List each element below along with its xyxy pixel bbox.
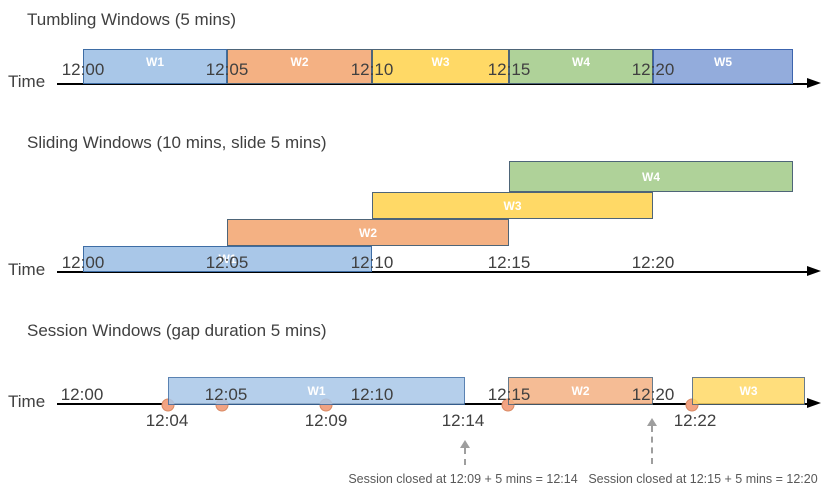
event-time-label: 12:22: [673, 411, 717, 430]
tick-label: 12:20: [631, 253, 675, 272]
window-box-w3: [372, 49, 509, 84]
window-box-w2: [227, 49, 372, 84]
time-axis-line: [57, 271, 808, 273]
time-axis-label: Time: [8, 72, 46, 91]
time-axis-line: [57, 83, 808, 85]
tick-label: 12:05: [204, 385, 248, 404]
event-time-label: 12:04: [145, 411, 189, 430]
event-time-label: 12:14: [441, 411, 485, 430]
session-windows-title: Session Windows (gap duration 5 mins): [27, 321, 327, 340]
window-box-w4: [509, 49, 653, 84]
sliding-windows-title: Sliding Windows (10 mins, slide 5 mins): [27, 133, 327, 152]
tumbling-windows-title: Tumbling Windows (5 mins): [27, 10, 237, 29]
callout-arrow-line: [651, 426, 653, 464]
session-closed-caption: Session closed at 12:09 + 5 mins = 12:14: [348, 472, 578, 486]
tick-label: 12:10: [350, 253, 394, 272]
tick-label: 12:15: [487, 253, 531, 272]
tick-label: 12:10: [350, 385, 394, 404]
window-box-w1: [83, 49, 227, 84]
event-time-label: 12:09: [304, 411, 348, 430]
axis-arrowhead-icon: [807, 78, 821, 88]
session-closed-caption: Session closed at 12:15 + 5 mins = 12:20: [588, 472, 818, 486]
window-box-w2: [508, 377, 653, 405]
callout-arrowhead-icon: [460, 440, 470, 448]
tick-label: 12:05: [205, 60, 249, 79]
window-box-w1: [168, 377, 465, 405]
window-box-w2: [227, 219, 509, 246]
tick-label: 12:00: [60, 385, 104, 404]
tick-label: 12:20: [631, 60, 675, 79]
window-box-w3: [692, 377, 805, 405]
window-box-w5: [653, 49, 793, 84]
window-box-w1: [83, 246, 372, 272]
callout-arrow-line: [464, 448, 466, 465]
window-box-w3: [372, 192, 653, 219]
tick-label: 12:15: [487, 385, 531, 404]
tick-label: 12:00: [61, 60, 105, 79]
tick-label: 12:10: [350, 60, 394, 79]
window-box-w4: [509, 161, 793, 192]
time-axis-label: Time: [8, 260, 46, 279]
callout-arrowhead-icon: [647, 418, 657, 426]
time-axis-label: Time: [8, 392, 46, 411]
tick-label: 12:20: [631, 385, 675, 404]
axis-arrowhead-icon: [807, 266, 821, 276]
tick-label: 12:05: [205, 253, 249, 272]
tick-label: 12:15: [487, 60, 531, 79]
axis-arrowhead-icon: [807, 398, 821, 408]
tick-label: 12:00: [61, 253, 105, 272]
